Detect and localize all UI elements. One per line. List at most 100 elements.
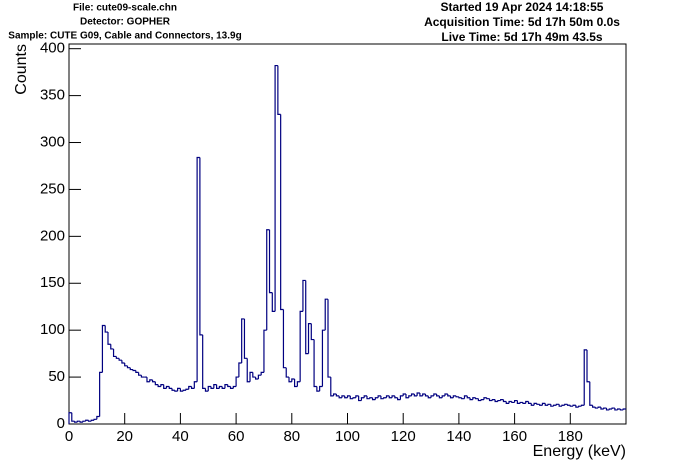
histogram-bin <box>260 371 264 376</box>
header-right: Started 19 Apr 2024 14:18:55 <box>441 0 604 14</box>
histogram-bin <box>280 114 284 311</box>
histogram-bin <box>341 395 345 398</box>
x-tick-label: 20 <box>116 428 133 445</box>
histogram-bin <box>516 400 521 404</box>
histogram-bin <box>293 378 298 388</box>
histogram-bin <box>193 381 198 389</box>
histogram-bin <box>104 325 108 333</box>
histogram-bin <box>90 419 95 422</box>
histogram-bin <box>174 390 178 392</box>
histogram-bin <box>302 279 306 312</box>
histogram-bin <box>589 381 593 406</box>
header-left: Sample: CUTE G09, Cable and Connectors, … <box>8 31 241 42</box>
x-axis-title: Energy (keV) <box>533 443 626 460</box>
histogram-bin <box>369 397 373 399</box>
histogram-bin <box>463 395 468 399</box>
x-tick-label: 160 <box>502 428 527 445</box>
x-tick-label: 100 <box>335 428 360 445</box>
histogram-bin <box>93 418 97 421</box>
histogram-bin <box>391 395 395 398</box>
histogram-bin <box>441 395 445 398</box>
histogram-bin <box>199 157 203 336</box>
histogram-bin <box>555 403 560 406</box>
histogram-bin <box>182 389 186 392</box>
histogram-bin <box>533 402 537 406</box>
histogram-bin <box>385 395 390 398</box>
histogram-bin <box>335 393 340 397</box>
histogram-bin <box>87 420 92 422</box>
histogram-bin <box>363 395 367 398</box>
header-left: File: cute09-scale.chn <box>73 3 177 14</box>
x-tick-label: 40 <box>172 428 189 445</box>
histogram-bin <box>163 384 167 389</box>
header-right: Acquisition Time: 5d 17h 50m 0.0s <box>424 15 620 29</box>
histogram-bin <box>149 379 153 382</box>
histogram-bin <box>405 393 409 399</box>
histogram-bin <box>330 377 334 397</box>
histogram-bin <box>118 358 122 361</box>
histogram-bin <box>355 395 359 398</box>
histogram-bin <box>371 397 376 401</box>
histogram-bin <box>622 408 626 410</box>
histogram-bin <box>213 383 217 389</box>
histogram-bin <box>207 385 212 392</box>
histogram-bin <box>422 393 426 396</box>
histogram-bin <box>185 388 189 391</box>
histogram-bin <box>397 397 401 401</box>
histogram-bin <box>99 371 103 417</box>
histogram-bin <box>424 393 429 397</box>
histogram-bin <box>291 378 295 382</box>
histogram-bin <box>210 386 214 389</box>
histogram-bin <box>310 323 315 341</box>
histogram-bin <box>388 395 393 399</box>
histogram-bin <box>580 404 585 407</box>
histogram-bin <box>171 388 175 391</box>
histogram-bin <box>316 386 320 392</box>
histogram-bin <box>271 292 276 313</box>
histogram-bin <box>96 415 100 420</box>
histogram-bin <box>483 397 487 400</box>
histogram-bin <box>299 310 303 382</box>
histogram-bin <box>522 402 526 404</box>
histogram-bin <box>285 367 290 378</box>
histogram-bin <box>497 399 501 402</box>
histogram-bin <box>461 397 465 400</box>
histogram-bin <box>307 323 312 354</box>
histogram-bin <box>564 403 568 406</box>
histogram-bin <box>319 385 323 392</box>
histogram-bin <box>530 403 535 406</box>
histogram-bin <box>433 393 437 396</box>
histogram-bin <box>413 393 418 397</box>
histogram-bin <box>366 395 370 400</box>
histogram-bin <box>399 395 404 400</box>
histogram-bin <box>597 406 601 409</box>
histogram-bin <box>151 379 156 383</box>
histogram-bin <box>605 408 610 411</box>
histogram-bin <box>79 421 83 423</box>
histogram-bin <box>101 324 106 373</box>
y-tick-label: 300 <box>40 133 65 150</box>
histogram-bin <box>73 421 78 423</box>
histogram-bin <box>550 404 554 407</box>
histogram-bin <box>527 401 532 404</box>
histogram-bin <box>196 156 200 382</box>
histogram-bin <box>227 384 231 388</box>
x-tick-label: 0 <box>65 428 73 445</box>
histogram-bin <box>511 401 515 404</box>
histogram-bin <box>282 309 287 369</box>
histogram-bin <box>238 362 242 378</box>
histogram-bin <box>374 397 379 400</box>
histogram-bin <box>377 395 381 398</box>
histogram-bin <box>138 372 142 376</box>
histogram-bin <box>82 420 86 423</box>
histogram-bin <box>321 329 326 387</box>
histogram-bin <box>221 386 225 389</box>
histogram-bin <box>140 375 145 378</box>
histogram-bin <box>508 400 512 404</box>
histogram-bin <box>486 397 490 400</box>
histogram-bin <box>112 348 117 358</box>
x-tick-label: 80 <box>283 428 300 445</box>
histogram-bin <box>611 407 615 409</box>
histogram-bin <box>619 408 624 411</box>
